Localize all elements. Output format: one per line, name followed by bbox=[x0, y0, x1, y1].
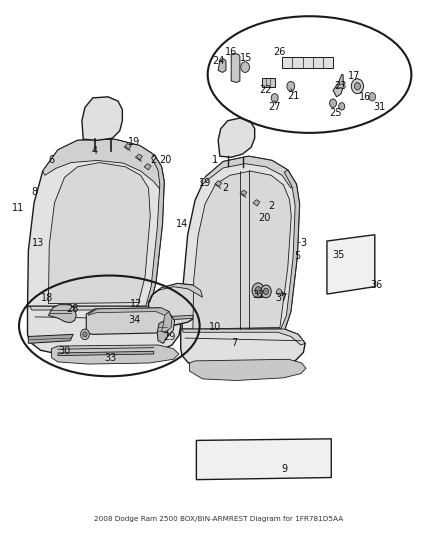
Text: 26: 26 bbox=[274, 47, 286, 56]
Text: 21: 21 bbox=[288, 91, 300, 101]
Polygon shape bbox=[218, 59, 226, 72]
Circle shape bbox=[261, 285, 271, 298]
Text: 22: 22 bbox=[259, 85, 272, 95]
Text: 20: 20 bbox=[258, 213, 271, 223]
Polygon shape bbox=[253, 200, 260, 206]
Polygon shape bbox=[152, 316, 193, 320]
Text: 33: 33 bbox=[104, 353, 117, 362]
Text: 28: 28 bbox=[66, 304, 78, 314]
Circle shape bbox=[263, 288, 268, 295]
Text: 16: 16 bbox=[359, 92, 371, 102]
Text: 19: 19 bbox=[128, 137, 140, 147]
Polygon shape bbox=[261, 78, 275, 87]
Text: 19: 19 bbox=[199, 177, 211, 188]
Text: 2008 Dodge Ram 2500 BOX/BIN-ARMREST Diagram for 1FR781D5AA: 2008 Dodge Ram 2500 BOX/BIN-ARMREST Diag… bbox=[94, 516, 344, 522]
Polygon shape bbox=[135, 154, 142, 160]
Polygon shape bbox=[149, 284, 202, 303]
Polygon shape bbox=[28, 306, 181, 357]
Text: 24: 24 bbox=[212, 56, 224, 66]
Text: 2: 2 bbox=[151, 156, 157, 165]
Text: 18: 18 bbox=[41, 293, 53, 303]
Polygon shape bbox=[282, 56, 333, 68]
Polygon shape bbox=[280, 170, 300, 331]
Circle shape bbox=[241, 62, 250, 72]
Text: 29: 29 bbox=[163, 332, 175, 342]
Polygon shape bbox=[148, 284, 202, 327]
Text: 31: 31 bbox=[373, 102, 385, 112]
Text: 6: 6 bbox=[48, 156, 54, 165]
Text: 36: 36 bbox=[371, 280, 383, 290]
Text: 8: 8 bbox=[31, 187, 37, 197]
Circle shape bbox=[287, 82, 295, 91]
Text: 11: 11 bbox=[12, 203, 24, 213]
Text: 14: 14 bbox=[176, 219, 188, 229]
Text: 34: 34 bbox=[128, 314, 140, 325]
Text: 10: 10 bbox=[208, 322, 221, 333]
Polygon shape bbox=[231, 53, 240, 83]
Polygon shape bbox=[48, 163, 150, 304]
Text: 2: 2 bbox=[268, 200, 274, 211]
Polygon shape bbox=[215, 181, 222, 187]
Text: 23: 23 bbox=[335, 81, 347, 91]
Circle shape bbox=[276, 289, 282, 295]
Text: 1: 1 bbox=[212, 156, 218, 165]
Polygon shape bbox=[88, 308, 172, 318]
Polygon shape bbox=[193, 171, 291, 329]
Text: 20: 20 bbox=[160, 156, 172, 165]
Polygon shape bbox=[144, 164, 151, 170]
Polygon shape bbox=[181, 329, 305, 372]
Text: 9: 9 bbox=[281, 464, 287, 474]
Circle shape bbox=[354, 83, 360, 90]
Text: 3: 3 bbox=[301, 238, 307, 248]
Polygon shape bbox=[218, 118, 254, 157]
Text: 32: 32 bbox=[252, 289, 265, 300]
Text: 4: 4 bbox=[92, 146, 98, 156]
Polygon shape bbox=[189, 359, 306, 381]
Polygon shape bbox=[28, 139, 164, 309]
Polygon shape bbox=[51, 345, 179, 364]
Polygon shape bbox=[28, 334, 73, 343]
Circle shape bbox=[339, 103, 345, 110]
Polygon shape bbox=[196, 439, 331, 480]
Circle shape bbox=[351, 79, 364, 94]
Polygon shape bbox=[182, 329, 305, 345]
Polygon shape bbox=[165, 316, 175, 336]
Text: 2: 2 bbox=[223, 183, 229, 193]
Polygon shape bbox=[157, 320, 168, 343]
Text: 27: 27 bbox=[268, 102, 281, 112]
Text: 7: 7 bbox=[231, 338, 237, 349]
Polygon shape bbox=[327, 235, 375, 294]
Text: 12: 12 bbox=[130, 298, 142, 309]
Text: 13: 13 bbox=[32, 238, 45, 248]
Polygon shape bbox=[333, 75, 343, 97]
Polygon shape bbox=[182, 156, 300, 333]
Text: 30: 30 bbox=[58, 346, 71, 357]
Circle shape bbox=[252, 283, 264, 298]
Circle shape bbox=[329, 99, 336, 108]
Polygon shape bbox=[58, 351, 154, 356]
Polygon shape bbox=[201, 156, 297, 188]
Polygon shape bbox=[162, 312, 172, 333]
Text: 15: 15 bbox=[240, 53, 253, 63]
Polygon shape bbox=[240, 190, 247, 197]
Text: 17: 17 bbox=[348, 70, 360, 80]
Circle shape bbox=[255, 287, 261, 294]
Polygon shape bbox=[145, 155, 164, 309]
Text: 25: 25 bbox=[329, 108, 342, 118]
Polygon shape bbox=[124, 143, 131, 150]
Text: 5: 5 bbox=[294, 251, 300, 261]
Circle shape bbox=[369, 93, 376, 101]
Text: 37: 37 bbox=[275, 293, 287, 303]
Text: 35: 35 bbox=[332, 250, 345, 260]
Circle shape bbox=[83, 332, 87, 337]
Circle shape bbox=[271, 94, 278, 102]
Polygon shape bbox=[48, 305, 76, 322]
Circle shape bbox=[81, 329, 89, 340]
Polygon shape bbox=[82, 97, 122, 140]
Text: 16: 16 bbox=[225, 47, 237, 56]
Polygon shape bbox=[86, 308, 172, 334]
Polygon shape bbox=[43, 139, 164, 192]
Polygon shape bbox=[30, 306, 177, 319]
